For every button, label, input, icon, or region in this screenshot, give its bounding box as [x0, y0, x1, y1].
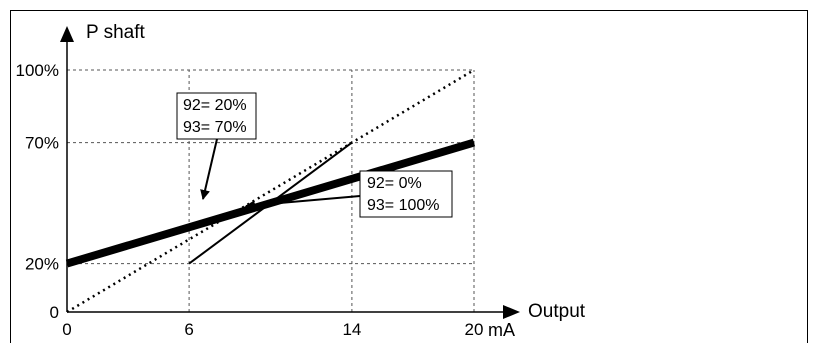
x-tick-label-0: 0	[62, 320, 71, 339]
x-axis-label: Output	[528, 301, 586, 322]
x-tick-label-6: 6	[184, 320, 193, 339]
y-tick-label-20: 20%	[25, 255, 59, 274]
annotation-series-2: 92= 0% 93= 100%	[245, 170, 453, 218]
y-tick-label-0: 0	[50, 303, 59, 322]
annotation-series-1: 92= 20% 93= 70%	[176, 92, 257, 200]
annotation-1-line-2: 93= 70%	[183, 119, 247, 136]
gridlines	[67, 69, 475, 312]
annotation-box-1	[176, 92, 257, 140]
tick-labels: 0 6 14 20 0 20% 70% 100%	[16, 61, 484, 339]
reference-line-dotted	[66, 68, 475, 314]
y-axis-label: P shaft	[86, 22, 146, 43]
annotation-2-arrow	[245, 195, 361, 211]
annotation-box-2	[359, 170, 453, 218]
annotation-2-line-2: 93= 100%	[367, 197, 440, 214]
y-tick-label-70: 70%	[25, 134, 59, 153]
annotation-1-arrow	[200, 138, 218, 200]
reference-line-layer	[66, 68, 475, 314]
y-axis-arrowhead	[60, 26, 74, 42]
x-tick-label-20: 20	[465, 320, 484, 339]
annotation-2-line-1: 92= 0%	[367, 175, 422, 192]
x-axis-arrowhead	[503, 305, 520, 319]
y-tick-label-100: 100%	[16, 61, 59, 80]
annotation-1-line-1: 92= 20%	[183, 97, 247, 114]
x-tick-label-14: 14	[342, 320, 361, 339]
x-axis-unit: mA	[488, 320, 515, 340]
